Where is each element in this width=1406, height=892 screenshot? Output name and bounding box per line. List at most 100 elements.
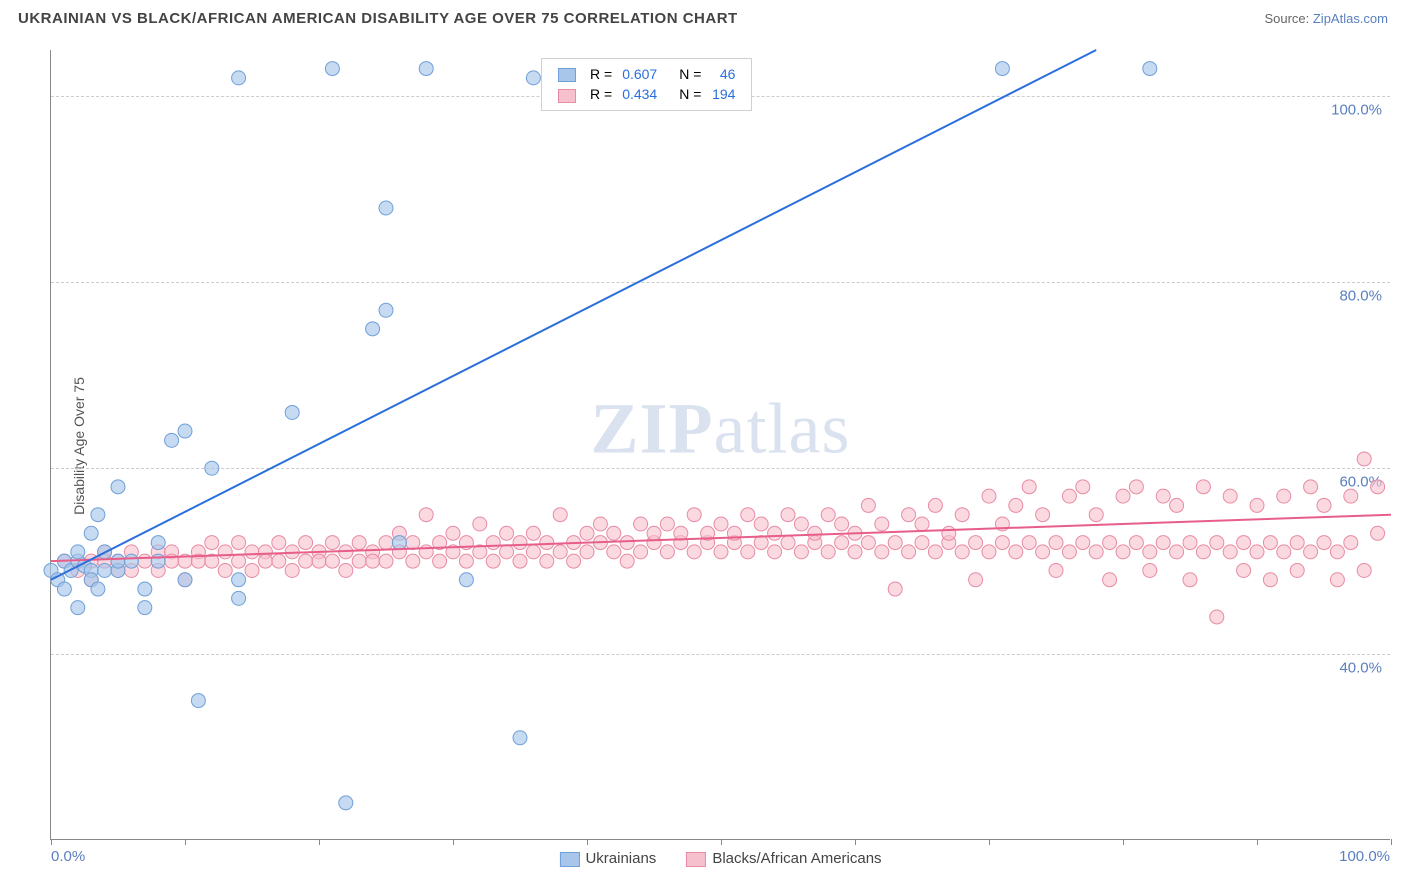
data-point: [1330, 545, 1344, 559]
x-tick: [453, 839, 454, 845]
x-tick: [1257, 839, 1258, 845]
data-point: [1223, 489, 1237, 503]
data-point: [593, 517, 607, 531]
data-point: [91, 582, 105, 596]
data-point: [98, 563, 112, 577]
data-point: [71, 601, 85, 615]
data-point: [660, 545, 674, 559]
scatter-plot: [51, 50, 1390, 839]
data-point: [1210, 610, 1224, 624]
data-point: [607, 526, 621, 540]
data-point: [1237, 563, 1251, 577]
data-point: [875, 517, 889, 531]
data-point: [312, 554, 326, 568]
data-point: [955, 545, 969, 559]
legend-r-label: R =: [586, 85, 616, 103]
source-link[interactable]: ZipAtlas.com: [1313, 11, 1388, 26]
data-point: [915, 517, 929, 531]
data-point: [1330, 573, 1344, 587]
data-point: [1223, 545, 1237, 559]
data-point: [714, 545, 728, 559]
data-point: [1009, 545, 1023, 559]
series-legend-item: Blacks/African Americans: [686, 850, 881, 867]
data-point: [1277, 545, 1291, 559]
data-point: [1263, 573, 1277, 587]
x-tick: [185, 839, 186, 845]
data-point: [151, 536, 165, 550]
source-prefix: Source:: [1264, 11, 1312, 26]
data-point: [379, 536, 393, 550]
series-name: Blacks/African Americans: [712, 850, 881, 867]
data-point: [835, 536, 849, 550]
legend-n-value: 46: [707, 65, 739, 83]
data-point: [741, 545, 755, 559]
data-point: [1009, 498, 1023, 512]
data-point: [1317, 536, 1331, 550]
data-point: [473, 517, 487, 531]
data-point: [245, 563, 259, 577]
data-point: [1036, 508, 1050, 522]
legend-r-value: 0.434: [618, 85, 661, 103]
data-point: [741, 508, 755, 522]
data-point: [379, 303, 393, 317]
data-point: [821, 545, 835, 559]
data-point: [768, 545, 782, 559]
data-point: [218, 545, 232, 559]
data-point: [1210, 536, 1224, 550]
data-point: [124, 554, 138, 568]
data-point: [1237, 536, 1251, 550]
data-point: [299, 554, 313, 568]
data-point: [1183, 573, 1197, 587]
x-tick: [1123, 839, 1124, 845]
data-point: [1036, 545, 1050, 559]
legend-r-value: 0.607: [618, 65, 661, 83]
data-point: [526, 526, 540, 540]
data-point: [178, 424, 192, 438]
data-point: [1089, 545, 1103, 559]
data-point: [620, 554, 634, 568]
data-point: [620, 536, 634, 550]
data-point: [553, 545, 567, 559]
data-point: [1143, 563, 1157, 577]
data-point: [1371, 526, 1385, 540]
data-point: [459, 573, 473, 587]
data-point: [540, 536, 554, 550]
legend-swatch: [686, 852, 706, 867]
data-point: [486, 536, 500, 550]
data-point: [995, 536, 1009, 550]
data-point: [942, 526, 956, 540]
data-point: [768, 526, 782, 540]
data-point: [781, 536, 795, 550]
data-point: [1263, 536, 1277, 550]
data-point: [366, 554, 380, 568]
data-point: [1076, 480, 1090, 494]
data-point: [446, 526, 460, 540]
data-point: [580, 526, 594, 540]
data-point: [1022, 536, 1036, 550]
data-point: [861, 498, 875, 512]
data-point: [138, 582, 152, 596]
data-point: [1250, 498, 1264, 512]
data-point: [352, 554, 366, 568]
data-point: [902, 508, 916, 522]
x-tick: [51, 839, 52, 845]
x-tick: [855, 839, 856, 845]
data-point: [178, 573, 192, 587]
legend-swatch: [559, 852, 579, 867]
data-point: [1290, 563, 1304, 577]
data-point: [1371, 480, 1385, 494]
x-axis-min-label: 0.0%: [51, 848, 85, 865]
data-point: [848, 545, 862, 559]
data-point: [379, 201, 393, 215]
data-point: [928, 545, 942, 559]
data-point: [526, 71, 540, 85]
data-point: [218, 563, 232, 577]
data-point: [191, 694, 205, 708]
data-point: [821, 508, 835, 522]
data-point: [687, 545, 701, 559]
data-point: [111, 554, 125, 568]
data-point: [1116, 545, 1130, 559]
series-legend-item: Ukrainians: [559, 850, 656, 867]
correlation-legend: R =0.607N =46R =0.434N =194: [541, 58, 752, 111]
data-point: [1143, 62, 1157, 76]
